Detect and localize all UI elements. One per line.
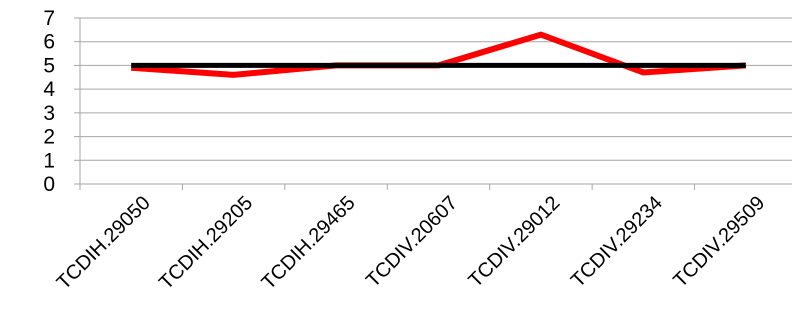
- y-tick-label-4: 4: [43, 78, 55, 101]
- y-tick-label-7: 7: [43, 7, 55, 30]
- x-category-label: TCDIH.29050: [53, 192, 155, 294]
- x-category-label: TCDIH.29205: [155, 192, 257, 294]
- series-line-red: [130, 31, 747, 78]
- x-category-label: TCDIV.29234: [567, 192, 667, 292]
- y-tick-label-5: 5: [43, 54, 55, 77]
- y-tick-label-1: 1: [43, 149, 55, 172]
- y-tick-label-2: 2: [43, 126, 55, 149]
- x-category-label: TCDIH.29465: [258, 192, 360, 294]
- x-category-label: TCDIV.29509: [669, 192, 769, 292]
- series-lines: [130, 31, 747, 78]
- x-category-label: TCDIV.20607: [362, 192, 462, 292]
- x-category-label: TCDIV.29012: [465, 192, 565, 292]
- y-tick-label-0: 0: [43, 173, 55, 196]
- y-tick-label-3: 3: [43, 102, 55, 125]
- gridlines: [80, 17, 792, 161]
- axes: [74, 17, 792, 190]
- y-tick-label-6: 6: [43, 31, 55, 54]
- x-axis-category-labels: TCDIH.29050 TCDIH.29205 TCDIH.29465 TCDIV.2…: [53, 192, 770, 294]
